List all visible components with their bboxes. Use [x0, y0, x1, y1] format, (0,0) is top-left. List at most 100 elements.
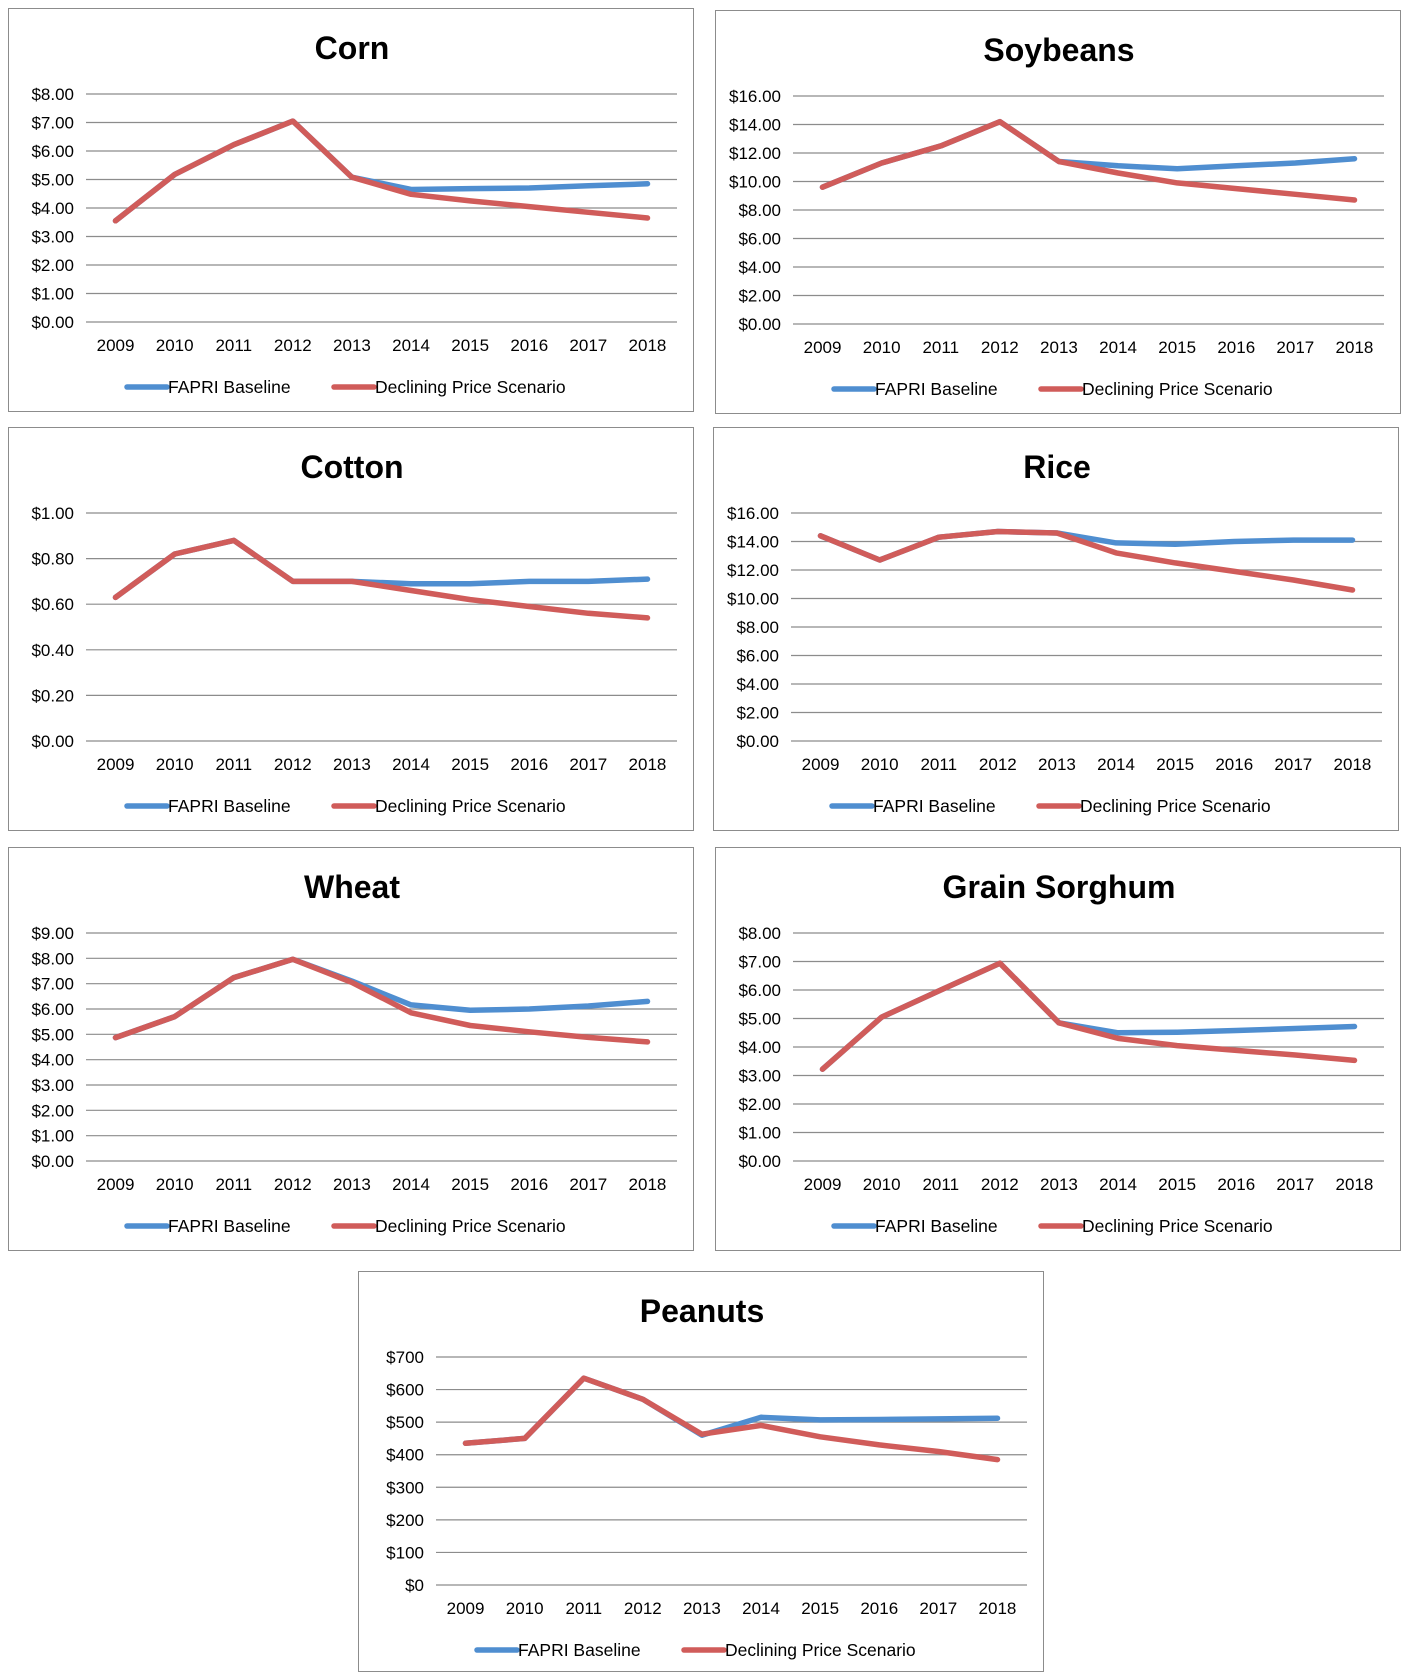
legend-label-declining-price: Declining Price Scenario — [1080, 796, 1271, 816]
wheat-chart: Wheat $0.00 $1.00 $2.00 $3.00 $4.00 $5.00 $6.00… — [31, 869, 677, 1236]
x-tick-label: 2017 — [1274, 755, 1312, 774]
y-tick-label: $4.00 — [31, 199, 74, 218]
y-tick-label: $16.00 — [729, 87, 781, 106]
y-tick-label: $0.00 — [31, 1152, 74, 1171]
x-tick-label: 2011 — [922, 1175, 959, 1194]
y-tick-label: $2.00 — [31, 1101, 74, 1120]
x-tick-label: 2013 — [333, 1175, 371, 1194]
soybeans-chart: Soybeans $0.00 $2.00 $4.00 $6.00 $8.00 $10.00 $… — [729, 32, 1384, 399]
y-tick-label: $0.20 — [31, 686, 74, 705]
y-tick-label: $2.00 — [736, 704, 779, 723]
y-tick-label: $400 — [386, 1446, 424, 1465]
x-tick-label: 2014 — [392, 1175, 430, 1194]
y-tick-label: $8.00 — [736, 618, 779, 637]
chart-title: Peanuts — [640, 1293, 764, 1329]
x-tick-label: 2009 — [97, 755, 135, 774]
x-tick-label: 2018 — [629, 336, 667, 355]
x-tick-label: 2017 — [569, 755, 607, 774]
y-tick-label: $10.00 — [729, 173, 781, 192]
legend-label-fapri-baseline: FAPRI Baseline — [873, 796, 996, 816]
y-tick-label: $8.00 — [31, 949, 74, 968]
x-tick-label: 2017 — [569, 336, 607, 355]
chart-panel-wheat: Wheat $0.00 $1.00 $2.00 $3.00 $4.00 $5.00 $6.00… — [8, 847, 694, 1251]
x-tick-label: 2010 — [156, 1175, 194, 1194]
declining-price-line — [819, 118, 1358, 203]
x-tick-label: 2009 — [802, 755, 840, 774]
y-tick-label: $5.00 — [31, 171, 74, 190]
y-tick-label: $6.00 — [31, 142, 74, 161]
legend-label-fapri-baseline: FAPRI Baseline — [518, 1640, 641, 1660]
x-tick-label: 2018 — [979, 1599, 1017, 1618]
x-tick-label: 2014 — [392, 336, 430, 355]
x-tick-label: 2012 — [274, 336, 312, 355]
declining-price-line — [462, 1375, 1001, 1463]
y-tick-label: $7.00 — [31, 975, 74, 994]
y-tick-label: $8.00 — [738, 201, 781, 220]
y-tick-label: $2.00 — [31, 256, 74, 275]
chart-title: Soybeans — [983, 32, 1134, 68]
y-tick-label: $7.00 — [738, 953, 781, 972]
fapri-baseline-line — [462, 1375, 1001, 1447]
x-tick-label: 2011 — [215, 755, 252, 774]
y-tick-label: $12.00 — [727, 561, 779, 580]
cotton-chart: Cotton $0.00 $0.20 $0.40 $0.60 $0.80 $1.00 2009… — [31, 449, 677, 816]
rice-chart: Rice $0.00 $2.00 $4.00 $6.00 $8.00 $10.00 $12.0… — [727, 449, 1382, 816]
x-tick-label: 2013 — [1040, 1175, 1078, 1194]
legend-label-fapri-baseline: FAPRI Baseline — [168, 796, 291, 816]
x-tick-label: 2015 — [1156, 755, 1194, 774]
x-tick-label: 2013 — [333, 336, 371, 355]
y-tick-label: $6.00 — [738, 230, 781, 249]
y-tick-label: $16.00 — [727, 504, 779, 523]
legend-label-declining-price: Declining Price Scenario — [375, 377, 566, 397]
y-tick-label: $1.00 — [738, 1124, 781, 1143]
y-tick-label: $9.00 — [31, 924, 74, 943]
y-tick-label: $6.00 — [738, 981, 781, 1000]
legend-label-declining-price: Declining Price Scenario — [375, 796, 566, 816]
x-tick-label: 2012 — [979, 755, 1017, 774]
x-tick-label: 2015 — [451, 1175, 489, 1194]
x-tick-label: 2018 — [629, 755, 667, 774]
x-tick-label: 2017 — [569, 1175, 607, 1194]
y-tick-label: $500 — [386, 1413, 424, 1432]
x-tick-label: 2011 — [922, 338, 959, 357]
legend-label-fapri-baseline: FAPRI Baseline — [168, 377, 291, 397]
x-tick-label: 2010 — [506, 1599, 544, 1618]
sorghum-chart: Grain Sorghum $0.00 $1.00 $2.00 $3.00 $4.00 $5… — [738, 869, 1384, 1236]
x-tick-label: 2014 — [1097, 755, 1135, 774]
y-tick-label: $300 — [386, 1478, 424, 1497]
y-tick-label: $4.00 — [31, 1051, 74, 1070]
x-tick-label: 2011 — [920, 755, 957, 774]
x-tick-label: 2010 — [863, 338, 901, 357]
chart-title: Cotton — [300, 449, 403, 485]
y-tick-label: $3.00 — [31, 228, 74, 247]
legend-label-fapri-baseline: FAPRI Baseline — [875, 1216, 998, 1236]
declining-price-line — [112, 118, 651, 224]
y-tick-label: $6.00 — [31, 1000, 74, 1019]
corn-chart: Corn $0.00 $1.00 $2.00 $3.00 $4.00 $5.00 $6.00 $… — [31, 30, 677, 397]
y-tick-label: $6.00 — [736, 647, 779, 666]
x-tick-label: 2017 — [1276, 338, 1314, 357]
x-tick-label: 2013 — [1038, 755, 1076, 774]
y-tick-label: $0.00 — [736, 732, 779, 751]
y-tick-label: $5.00 — [738, 1010, 781, 1029]
x-tick-label: 2012 — [274, 1175, 312, 1194]
x-tick-label: 2014 — [1099, 1175, 1137, 1194]
x-tick-label: 2016 — [1217, 1175, 1255, 1194]
legend-label-fapri-baseline: FAPRI Baseline — [168, 1216, 291, 1236]
chart-title: Wheat — [304, 869, 400, 905]
x-tick-label: 2016 — [1217, 338, 1255, 357]
x-tick-label: 2010 — [156, 755, 194, 774]
x-tick-label: 2012 — [981, 1175, 1019, 1194]
x-tick-label: 2016 — [510, 755, 548, 774]
legend-label-declining-price: Declining Price Scenario — [1082, 1216, 1273, 1236]
y-tick-label: $700 — [386, 1348, 424, 1367]
x-tick-label: 2014 — [392, 755, 430, 774]
y-tick-label: $0.00 — [738, 315, 781, 334]
legend-label-declining-price: Declining Price Scenario — [1082, 379, 1273, 399]
y-tick-label: $14.00 — [727, 533, 779, 552]
x-tick-label: 2014 — [1099, 338, 1137, 357]
y-tick-label: $4.00 — [738, 1038, 781, 1057]
x-tick-label: 2018 — [1336, 338, 1374, 357]
y-tick-label: $1.00 — [31, 1127, 74, 1146]
x-tick-label: 2010 — [156, 336, 194, 355]
